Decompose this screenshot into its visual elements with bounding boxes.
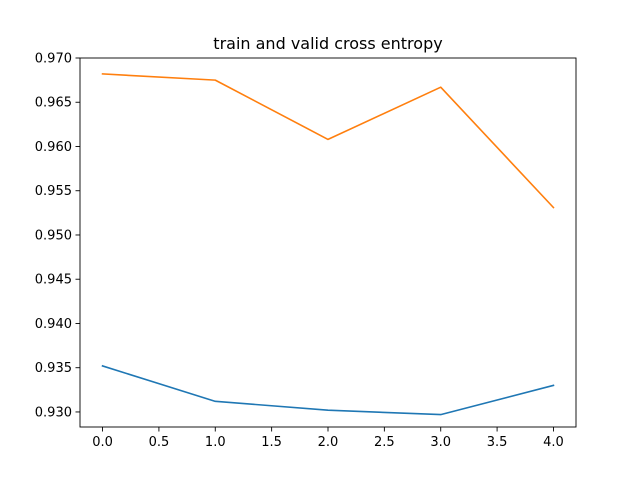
x-tick-label: 1.0 [205,435,226,450]
chart-title: train and valid cross entropy [213,34,442,53]
y-tick-label: 0.955 [35,184,72,199]
x-tick-label: 3.5 [487,435,508,450]
y-tick-label: 0.930 [35,405,72,420]
x-tick-label: 1.5 [261,435,282,450]
y-tick-label: 0.945 [35,273,72,288]
y-tick-label: 0.950 [35,228,72,243]
series-line-train [101,364,555,416]
x-axis: 0.0 0.5 1.0 1.5 2.0 2.5 3.0 3.5 4.0 [92,427,564,450]
plot-area-frame [79,57,577,428]
y-tick-label: 0.965 [35,96,72,111]
y-tick-label: 0.960 [35,140,72,155]
y-tick-label: 0.935 [35,361,72,376]
y-tick-label: 0.970 [35,52,72,67]
y-tick-label: 0.940 [35,317,72,332]
x-tick-label: 0.5 [149,435,170,450]
x-tick-label: 2.5 [374,435,395,450]
x-tick-label: 3.0 [430,435,451,450]
series-layer [101,73,555,416]
x-tick-label: 0.0 [92,435,113,450]
series-line-valid [101,73,555,209]
y-axis: 0.930 0.935 0.940 0.945 0.950 0.955 0.960 0.965… [35,52,80,420]
x-tick-label: 2.0 [318,435,339,450]
x-tick-label: 4.0 [543,435,564,450]
